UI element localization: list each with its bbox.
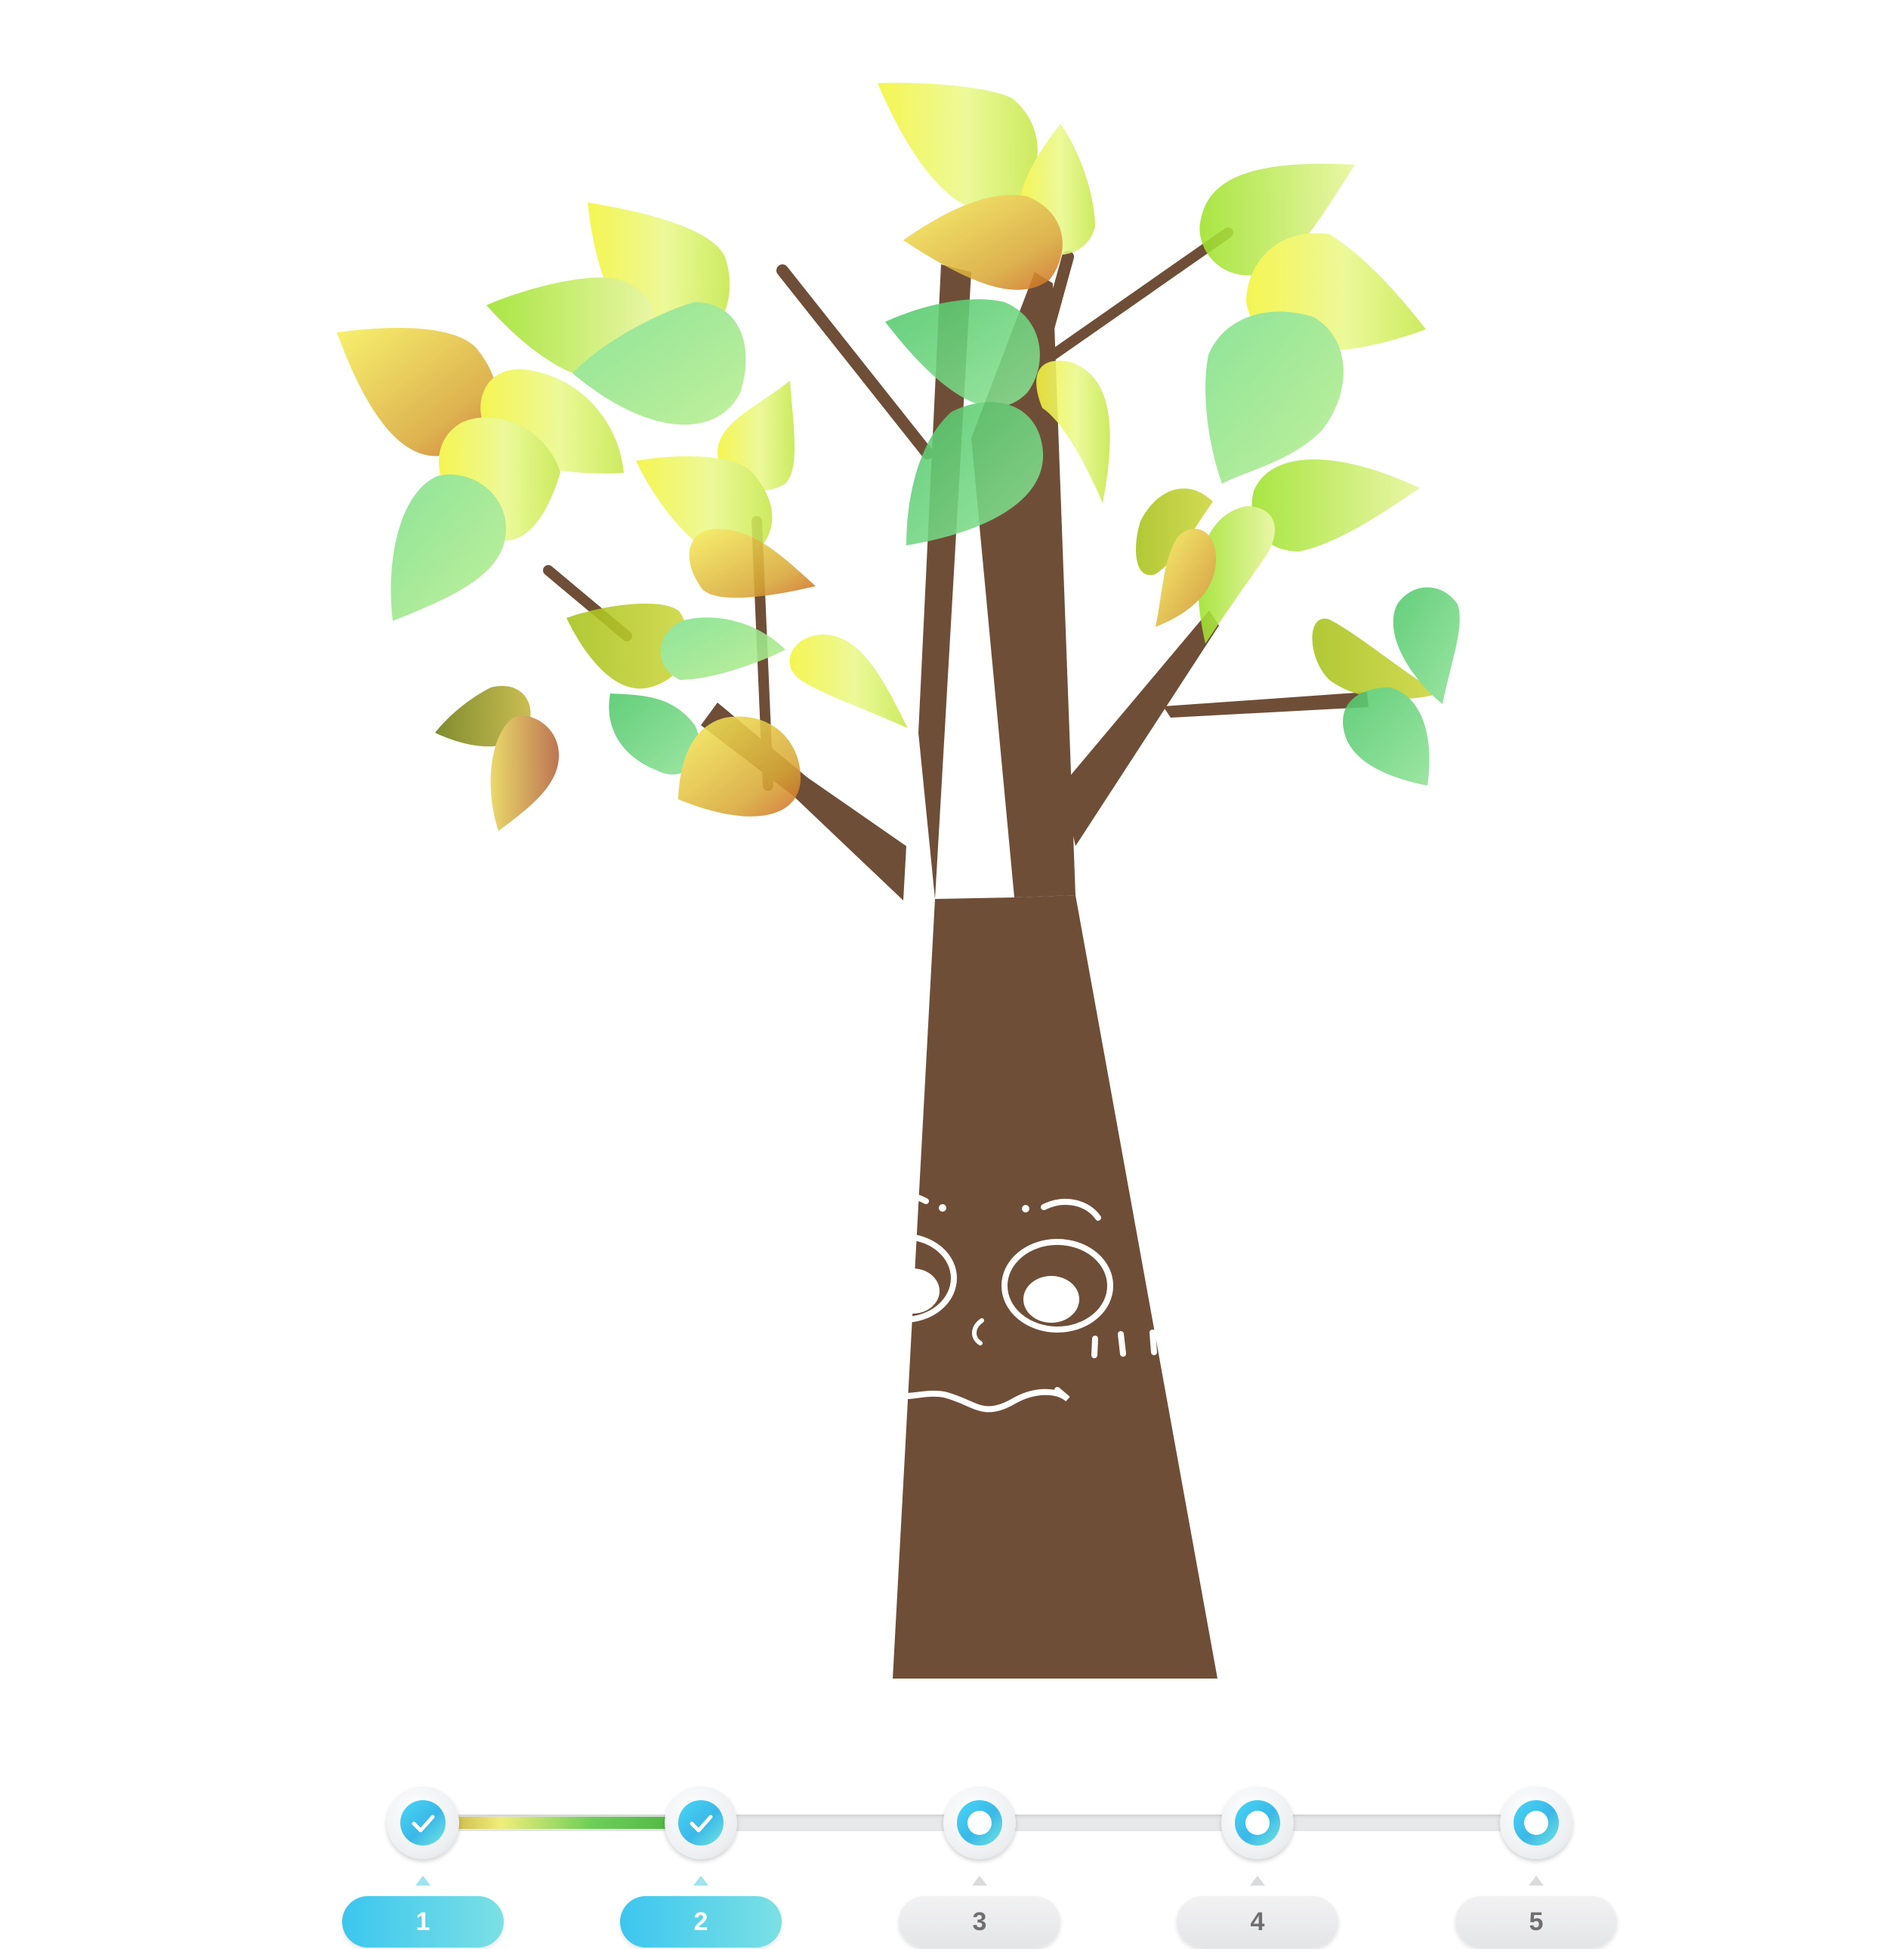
leaf (1136, 488, 1213, 576)
leaf (1393, 587, 1460, 704)
progress-track-fill (423, 1817, 702, 1829)
step-4-button[interactable]: 4 (1177, 1896, 1338, 1947)
step-2-caret (693, 1876, 708, 1886)
step-2-status (678, 1800, 724, 1846)
tree-leaves (337, 82, 1460, 831)
leaf (1205, 311, 1344, 483)
left-eyebrow (855, 1191, 929, 1209)
step-5-status (1514, 1800, 1559, 1846)
ring-icon (967, 1811, 992, 1835)
right-eyebrow (1041, 1199, 1101, 1221)
step-4-status (1235, 1800, 1280, 1846)
step-1-button[interactable]: 1 (342, 1896, 504, 1947)
step-1-status (400, 1800, 446, 1846)
leaf (390, 474, 506, 621)
step-node-5[interactable] (1500, 1787, 1572, 1859)
step-4-caret (1250, 1876, 1265, 1886)
leaf (1343, 687, 1430, 786)
ring-icon (1245, 1811, 1270, 1835)
leaf (1198, 506, 1276, 644)
check-icon (690, 1815, 713, 1833)
leaf (572, 302, 746, 425)
right-eye (1001, 1239, 1113, 1333)
step-2-button[interactable]: 2 (620, 1896, 782, 1947)
mouth (887, 1384, 1070, 1413)
left-eye (851, 1234, 957, 1323)
step-3-status (957, 1800, 1002, 1846)
leaf (1036, 360, 1110, 503)
check-icon (412, 1815, 435, 1833)
leaf (906, 402, 1044, 545)
leaf (1312, 618, 1441, 700)
step-3-caret (972, 1876, 987, 1886)
leaf (337, 328, 498, 456)
leaf (678, 716, 801, 817)
step-1-caret (415, 1876, 430, 1886)
step-3-button[interactable]: 3 (899, 1896, 1060, 1947)
leaf (566, 603, 690, 689)
leaf (903, 195, 1063, 290)
tree-face (828, 1191, 1157, 1413)
leaf (660, 617, 785, 680)
leaf (1156, 529, 1216, 627)
leaf (689, 529, 816, 598)
leaf (490, 715, 559, 831)
step-node-3[interactable] (943, 1787, 1016, 1859)
nose (972, 1318, 984, 1345)
step-5-caret (1529, 1876, 1544, 1886)
ring-icon (1524, 1811, 1548, 1835)
leaf (878, 82, 1038, 212)
leaf (1251, 459, 1420, 551)
step-node-1[interactable] (387, 1787, 459, 1859)
step-node-2[interactable] (665, 1787, 737, 1859)
leaf (1199, 163, 1355, 276)
step-node-4[interactable] (1221, 1787, 1294, 1859)
step-5-button[interactable]: 5 (1455, 1896, 1617, 1947)
leaf (609, 693, 700, 775)
leaf (885, 299, 1040, 407)
leaf (789, 635, 908, 728)
